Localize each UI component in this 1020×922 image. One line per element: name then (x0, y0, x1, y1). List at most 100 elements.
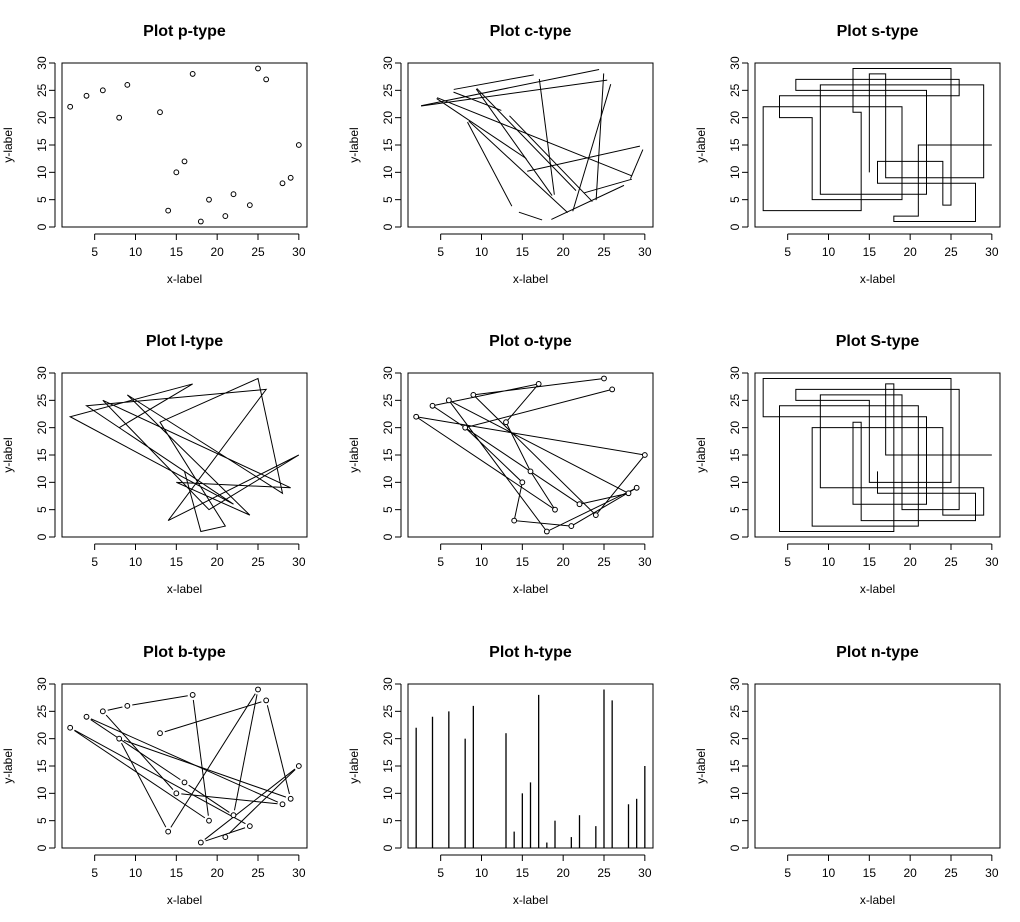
plot-area-frame (61, 372, 308, 538)
data-point (633, 484, 640, 491)
data-point (197, 218, 204, 225)
y-tick-label: 20 (35, 421, 49, 435)
line-segment (228, 769, 296, 834)
data-point (429, 402, 436, 409)
line-segment (107, 706, 123, 711)
y-tick-label: 15 (381, 138, 395, 152)
x-tick-label: 20 (903, 555, 917, 569)
y-tick-label: 10 (35, 786, 49, 800)
line-segment (74, 729, 246, 825)
data-point (287, 795, 294, 802)
line-segment (266, 705, 290, 795)
x-tick-label: 10 (475, 555, 489, 569)
y-tick-label: 10 (381, 475, 395, 489)
line-segment (421, 79, 608, 107)
y-tick-label: 15 (381, 759, 395, 773)
x-tick-label: 20 (210, 555, 224, 569)
y-tick-label: 15 (728, 138, 742, 152)
line-segment (74, 730, 206, 819)
x-tick-label: 25 (251, 866, 265, 880)
y-tick-label: 30 (381, 56, 395, 70)
y-tick-label: 20 (728, 732, 742, 746)
y-tick-label: 20 (381, 111, 395, 125)
y-tick-label: 20 (728, 421, 742, 435)
x-axis-label: x-label (860, 893, 895, 907)
y-tick-label: 5 (35, 506, 49, 513)
plot-panel-2: Plot c-type x-label y-label 5 10 15 20 25 30 0 5 10… (347, 23, 654, 286)
data-line (415, 377, 646, 533)
data-point (413, 413, 420, 420)
x-tick-label: 20 (210, 866, 224, 880)
x-tick-label: 25 (251, 555, 265, 569)
data-point (543, 528, 550, 535)
data-point (511, 517, 518, 524)
x-tick-label: 15 (516, 245, 530, 259)
plot-title: Plot b-type (143, 644, 226, 661)
line-segment (123, 739, 287, 798)
data-point (222, 213, 229, 219)
y-tick-label: 25 (381, 83, 395, 97)
plot-area-frame (754, 62, 1001, 228)
plot-title: Plot p-type (143, 23, 226, 40)
x-tick-label: 25 (597, 245, 611, 259)
y-tick-label: 25 (35, 83, 49, 97)
x-axis-label: x-label (860, 272, 895, 286)
x-tick-label: 5 (437, 245, 444, 259)
y-tick-label: 5 (381, 196, 395, 203)
y-tick-label: 5 (381, 506, 395, 513)
line-segment (436, 98, 527, 160)
data-point (519, 479, 526, 486)
y-tick-label: 15 (35, 138, 49, 152)
data-line (68, 377, 300, 533)
data-point (165, 207, 172, 214)
line-segment (164, 701, 262, 733)
x-tick-label: 20 (556, 555, 570, 569)
x-tick-label: 20 (903, 866, 917, 880)
data-point (189, 692, 196, 698)
line-segment (420, 68, 600, 107)
data-point (99, 708, 106, 715)
line-segment (105, 714, 174, 790)
x-tick-label: 20 (556, 245, 570, 259)
data-point (173, 169, 180, 176)
y-tick-label: 15 (728, 448, 742, 462)
y-tick-label: 30 (381, 677, 395, 691)
line-segment (204, 768, 296, 840)
x-tick-label: 25 (597, 866, 611, 880)
line-segment (551, 184, 625, 220)
y-tick-label: 10 (728, 165, 742, 179)
plot-title: Plot h-type (489, 644, 572, 661)
y-tick-label: 25 (381, 393, 395, 407)
data-point (230, 812, 237, 819)
data-point (255, 686, 261, 693)
y-tick-label: 20 (35, 111, 49, 125)
x-tick-label: 15 (863, 245, 877, 259)
data-point (173, 790, 180, 797)
data-point (263, 76, 270, 83)
data-point (287, 174, 294, 181)
y-tick-label: 15 (728, 759, 742, 773)
x-tick-label: 30 (638, 866, 652, 880)
line-segment (453, 91, 502, 111)
data-point (279, 801, 286, 808)
plot-title: Plot o-type (489, 333, 572, 350)
x-axis-label: x-label (513, 893, 548, 907)
x-tick-label: 20 (903, 245, 917, 259)
line-segment (572, 84, 612, 212)
x-tick-label: 5 (437, 555, 444, 569)
x-tick-label: 15 (516, 866, 530, 880)
y-tick-label: 10 (35, 165, 49, 179)
x-tick-label: 30 (292, 555, 306, 569)
data-point (246, 823, 253, 830)
y-tick-label: 30 (381, 366, 395, 380)
y-axis-label: y-label (347, 748, 361, 783)
data-point (189, 71, 196, 77)
data-point (625, 490, 632, 497)
x-tick-label: 15 (170, 245, 184, 259)
data-point (592, 512, 599, 519)
y-tick-label: 0 (728, 533, 742, 540)
data-point (641, 452, 648, 458)
y-tick-label: 0 (35, 533, 49, 540)
data-point (230, 191, 237, 198)
y-tick-label: 20 (35, 732, 49, 746)
